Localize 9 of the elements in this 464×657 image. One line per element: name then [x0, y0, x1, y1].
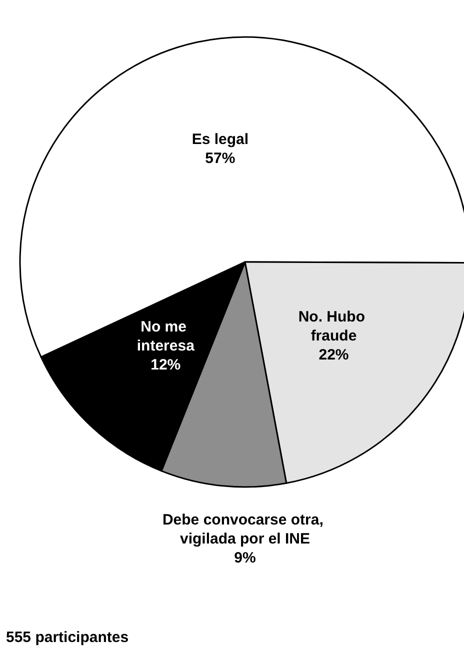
data-label: 22% [318, 346, 349, 364]
slice-label: Es legal [192, 131, 249, 148]
slice-label: No me interesa [136, 318, 196, 354]
slice-label: Debe convocarse otra, vigilada por el INE [162, 512, 328, 548]
data-label: 12% [150, 356, 181, 374]
data-label: 9% [234, 550, 256, 566]
slice-label: No. Hubo fraude [298, 308, 370, 344]
data-label: 57% [205, 150, 236, 168]
text: 555 participantes [6, 629, 129, 646]
